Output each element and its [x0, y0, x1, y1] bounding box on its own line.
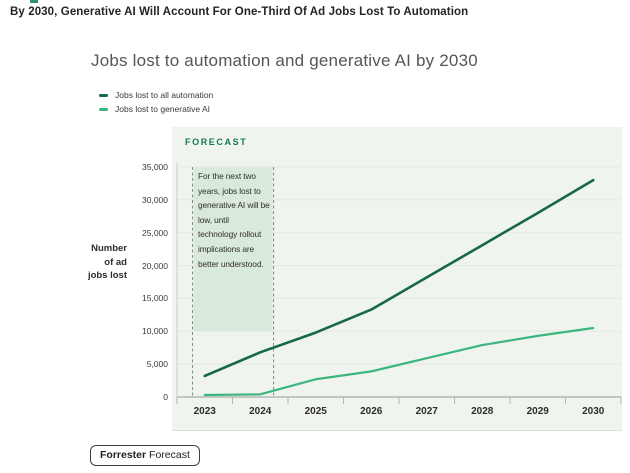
line-chart [176, 163, 622, 404]
legend-item-generative-ai: Jobs lost to generative AI [99, 103, 213, 115]
clipped-top-element [30, 0, 38, 3]
chart-legend: Jobs lost to all automation Jobs lost to… [99, 89, 213, 117]
y-tick-label: 10,000 [142, 326, 168, 337]
y-tick-label: 25,000 [142, 227, 168, 238]
badge-brand: Forrester [100, 449, 147, 461]
y-axis-title: Number of ad jobs lost [87, 243, 127, 281]
badge-label: Forecast [149, 449, 190, 461]
legend-label: Jobs lost to all automation [115, 90, 214, 100]
y-tick-label: 35,000 [142, 162, 168, 172]
y-tick-label: 0 [163, 392, 168, 402]
x-tick-label: 2027 [415, 406, 438, 417]
forrester-forecast-badge: Forrester Forecast [90, 445, 200, 466]
line-swatch-icon [99, 93, 108, 97]
y-tick-label: 30,000 [142, 194, 168, 205]
legend-item-all-automation: Jobs lost to all automation [99, 89, 213, 101]
y-tick-label: 15,000 [142, 293, 168, 304]
page-headline: By 2030, Generative AI Will Account For … [10, 6, 469, 18]
x-tick-label: 2025 [304, 406, 327, 417]
y-tick-label: 20,000 [142, 260, 168, 271]
x-tick-label: 2026 [360, 406, 383, 417]
legend-label: Jobs lost to generative AI [115, 104, 210, 114]
y-tick-label: 5,000 [146, 359, 168, 370]
x-tick-label: 2029 [526, 406, 549, 417]
x-tick-label: 2023 [193, 406, 216, 417]
x-tick-label: 2024 [249, 406, 272, 417]
chart-title: Jobs lost to automation and generative A… [91, 51, 478, 70]
x-tick-label: 2030 [582, 406, 605, 417]
chart-annotation: For the next two years, jobs lost to gen… [198, 171, 270, 269]
line-swatch-icon [99, 107, 108, 111]
forecast-label: FORECAST [185, 137, 248, 147]
forecast-chart-card: FORECAST For the next two years, jobs lo… [172, 127, 622, 431]
x-tick-label: 2028 [471, 406, 494, 417]
